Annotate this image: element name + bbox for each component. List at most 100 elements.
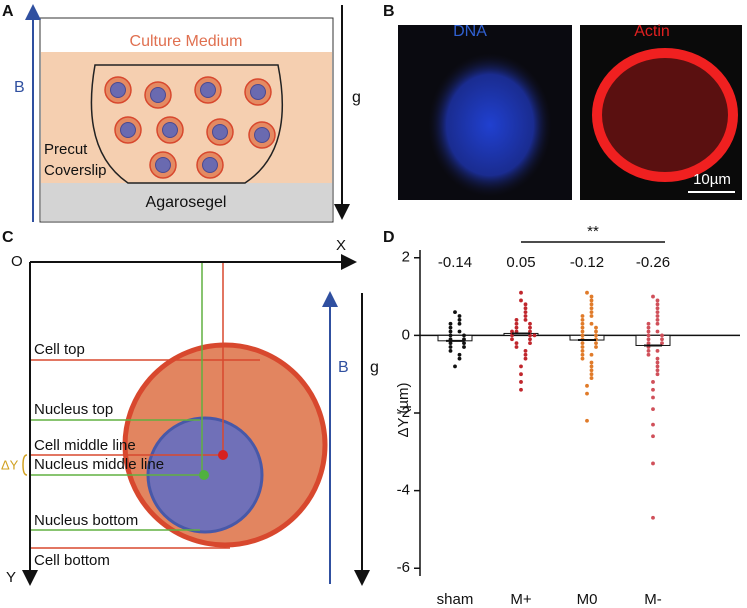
cells <box>104 76 276 179</box>
data-point <box>651 515 655 520</box>
data-point <box>589 321 594 326</box>
x-tick-label: M- <box>644 591 662 608</box>
data-point <box>580 341 585 346</box>
data-point <box>462 333 466 338</box>
x-axis-label: X <box>336 237 346 254</box>
data-point <box>453 364 457 369</box>
data-point <box>651 434 655 439</box>
data-point <box>514 321 519 326</box>
y-axis-label: Y <box>6 569 16 586</box>
panel-d: ΔY (µm) 2 0 -2 -4 -6 sham -0.14 M+ 0.05 M0 -0.12 M-… <box>395 223 740 608</box>
mean-label: -0.12 <box>570 254 604 271</box>
data-point <box>660 333 664 338</box>
data-point <box>585 391 589 396</box>
data-point <box>514 341 519 346</box>
data-point <box>655 372 660 377</box>
data-point <box>646 325 651 330</box>
scale-label: 10µm <box>693 171 731 188</box>
data-point <box>655 314 660 318</box>
data-point <box>655 306 660 311</box>
data-point <box>655 356 660 361</box>
nucleus <box>155 157 171 173</box>
data-point <box>519 372 523 377</box>
data-point <box>519 298 523 303</box>
data-point <box>457 352 462 357</box>
data-point <box>457 329 462 334</box>
data-point <box>457 356 462 361</box>
line-label: Cell middle line <box>34 437 136 454</box>
nucleus <box>202 157 218 173</box>
mean-label: -0.14 <box>438 254 472 271</box>
data-point <box>448 321 453 326</box>
data-point <box>528 325 532 330</box>
significance-label: ** <box>587 223 599 240</box>
data-point <box>589 352 594 357</box>
gel-label: Agarosegel <box>146 194 227 211</box>
panel-label: D <box>383 229 395 246</box>
nucleus <box>200 82 216 98</box>
data-point <box>580 345 585 349</box>
data-point <box>519 380 523 384</box>
data-point <box>448 349 453 353</box>
data-point <box>523 356 528 361</box>
field-label: B <box>14 79 25 96</box>
data-point <box>585 383 589 388</box>
line-label: Nucleus top <box>34 401 113 418</box>
data-point <box>646 337 651 342</box>
nucleus <box>150 87 166 103</box>
data-point <box>651 387 655 392</box>
nucleus <box>162 122 178 138</box>
line-label: Cell bottom <box>34 552 110 569</box>
mean-label: -0.26 <box>636 254 670 271</box>
data-point <box>580 329 585 334</box>
delta-bracket <box>22 454 28 476</box>
data-point <box>655 329 660 334</box>
panel-label: C <box>2 229 14 246</box>
data-point <box>655 349 660 353</box>
data-point <box>510 337 514 342</box>
x-tick-label: M+ <box>510 591 531 608</box>
delta-label: ΔY <box>1 457 19 472</box>
data-point <box>651 422 655 427</box>
panel-label: B <box>383 3 395 20</box>
data-point <box>519 290 523 295</box>
data-point <box>580 325 585 330</box>
data-point <box>589 364 594 369</box>
nucleus <box>254 127 270 143</box>
panel-label: A <box>2 3 14 20</box>
data-point <box>651 461 655 466</box>
line-label: Cell top <box>34 341 85 358</box>
data-point <box>589 306 594 311</box>
line-label: Nucleus middle line <box>34 456 164 473</box>
data-point <box>655 298 660 303</box>
cell-center <box>218 450 228 460</box>
data-point <box>457 314 462 318</box>
origin-label: O <box>11 253 23 270</box>
nucleus-stain <box>428 53 552 197</box>
y-tick-label: 2 <box>402 249 410 266</box>
nucleus <box>250 84 266 100</box>
coverslip-label: Coverslip <box>44 162 107 179</box>
data-point <box>519 364 523 369</box>
data-point <box>523 317 528 322</box>
data-point <box>457 321 462 326</box>
nucleus <box>110 82 126 98</box>
data-point <box>589 310 594 314</box>
data-point <box>651 294 655 299</box>
data-point <box>594 325 598 330</box>
data-point <box>646 321 651 326</box>
data-point <box>594 345 598 349</box>
data-point <box>646 352 651 357</box>
data-point <box>594 333 598 338</box>
data-point <box>514 325 519 330</box>
data-point <box>589 360 594 365</box>
field-label: B <box>338 359 349 376</box>
data-point <box>523 314 528 318</box>
y-tick-label: 0 <box>402 326 410 343</box>
y-axis-title: ΔY (µm) <box>395 382 412 437</box>
data-point <box>646 341 651 346</box>
coverslip-label: Precut <box>44 141 88 158</box>
mean-bar <box>635 334 671 346</box>
data-point <box>589 294 594 299</box>
